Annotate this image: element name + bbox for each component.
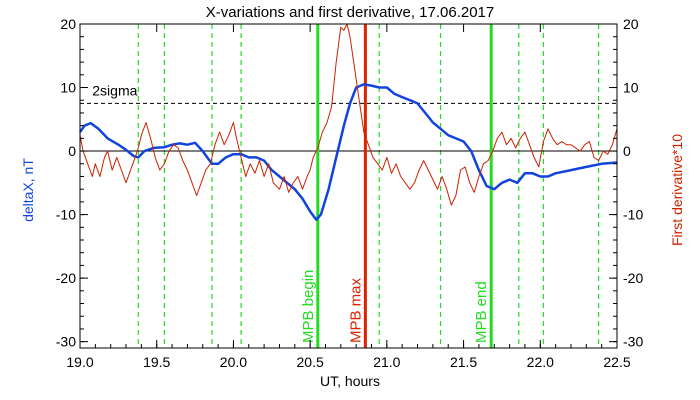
y-tick-label-left: -20 [56,270,76,286]
x-tick-label: 20.5 [297,354,324,370]
marker-label: MPB end [473,281,490,343]
y-axis-label-right: First derivative*10 [669,134,685,246]
y-axis-label-left: deltaX, nT [20,158,36,222]
x-tick-label: 20.0 [220,354,247,370]
x-tick-label: 21.0 [373,354,400,370]
plot-area: 2sigma MPB begin MPB max MPB end 19.0 19.5 20.… [56,16,644,370]
y-tick-label-left: 0 [68,143,76,159]
y-tick-label-left: -10 [56,207,76,223]
x-tick-label: 21.5 [450,354,477,370]
x-axis-label: UT, hours [320,373,380,389]
derivative-series-line [79,23,618,206]
threshold-label: 2sigma [92,82,137,98]
y-tick-label-right: 20 [623,16,639,32]
y-tick-label-left: 20 [60,16,76,32]
chart-title: X-variations and first derivative, 17.06… [206,4,495,21]
x-tick-label: 19.5 [143,354,170,370]
y-tick-label-right: 0 [623,143,631,159]
y-tick-label-right: -30 [623,334,643,350]
plot-frame [79,23,618,349]
x-tick-label: 22.0 [527,354,554,370]
marker-label: MPB max [347,277,364,343]
marker-label: MPB begin [300,270,317,343]
x-tick-label: 19.0 [66,354,93,370]
y-tick-label-right: -20 [623,270,643,286]
y-tick-label-left: -30 [56,334,76,350]
y-tick-label-right: 10 [623,80,639,96]
x-tick-label: 22.5 [603,354,630,370]
y-tick-label-right: -10 [623,207,643,223]
y-tick-label-left: 10 [60,80,76,96]
deltax-series-line [78,83,618,221]
